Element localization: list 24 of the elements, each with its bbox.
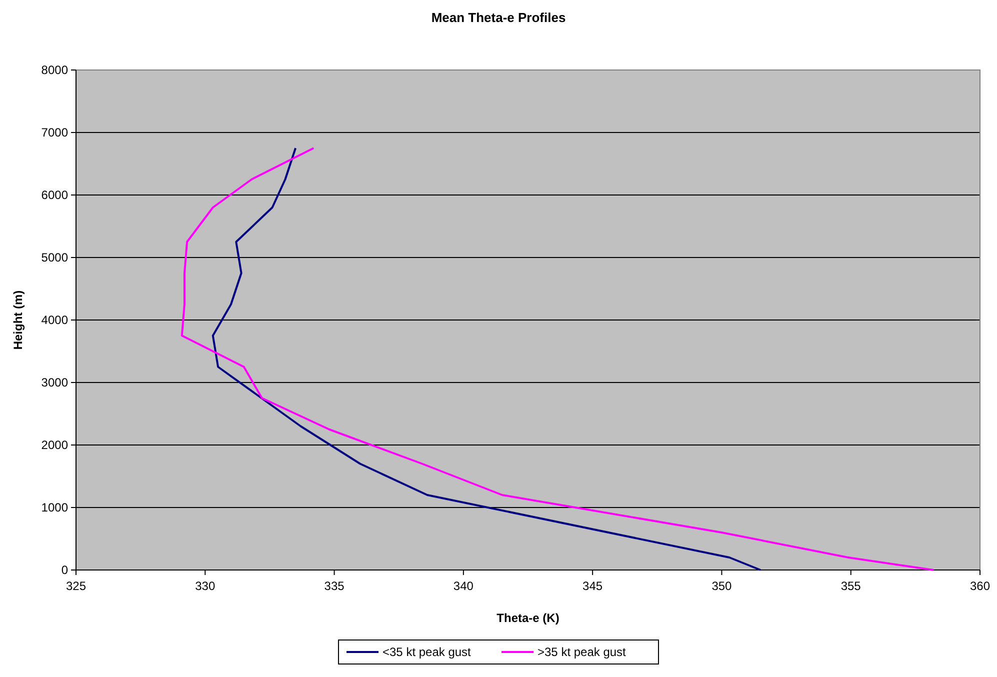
y-tick-label: 7000 <box>41 126 68 140</box>
x-axis-title: Theta-e (K) <box>496 611 560 625</box>
legend-label: <35 kt peak gust <box>382 645 472 659</box>
x-tick-label: 325 <box>66 579 86 593</box>
x-tick-label: 335 <box>324 579 345 593</box>
x-tick-label: 330 <box>195 579 216 593</box>
x-tick-label: 355 <box>840 579 862 593</box>
y-tick-label: 0 <box>61 563 68 577</box>
x-tick-label: 345 <box>582 579 603 593</box>
y-axis-title: Height (m) <box>11 290 25 350</box>
chart-title: Mean Theta-e Profiles <box>431 10 566 25</box>
y-tick-label: 4000 <box>41 313 68 327</box>
line-series <box>212 147 762 571</box>
y-tick-label: 8000 <box>41 63 68 77</box>
y-tick-label: 5000 <box>41 250 68 264</box>
y-tick-label: 2000 <box>41 438 68 452</box>
legend-label: >35 kt peak gust <box>538 645 627 659</box>
x-tick-label: 350 <box>712 579 732 593</box>
line-series <box>180 147 935 571</box>
y-tick-label: 6000 <box>41 188 68 202</box>
x-tick-label: 340 <box>453 579 474 593</box>
y-tick-label: 1000 <box>41 500 68 514</box>
x-tick-label: 360 <box>970 579 990 593</box>
y-tick-label: 3000 <box>41 376 68 390</box>
